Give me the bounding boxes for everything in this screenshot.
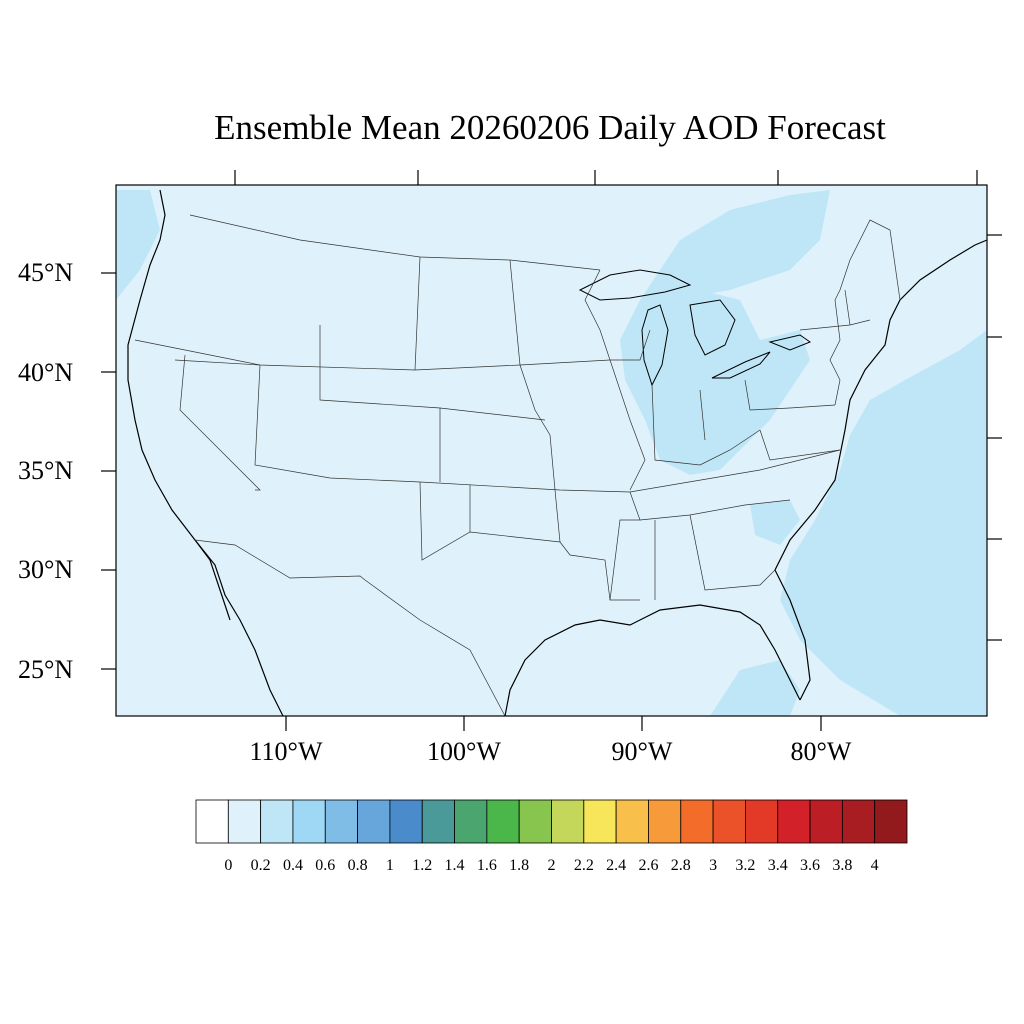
state-border xyxy=(759,429,841,461)
colorbar-tick-label: 3.4 xyxy=(767,857,788,874)
map-frame xyxy=(115,184,988,717)
state-border xyxy=(254,364,841,493)
state-border xyxy=(509,259,556,491)
lon-label-90w: 90°W xyxy=(611,737,673,766)
colorbar-tick-label: 1.8 xyxy=(509,857,530,874)
state-border xyxy=(834,219,901,341)
state-border xyxy=(689,514,776,591)
state-border xyxy=(174,359,261,366)
lake-michigan xyxy=(641,304,669,387)
state-border xyxy=(554,489,561,543)
state-border xyxy=(610,329,651,361)
colorbar-tick-label: 0.6 xyxy=(315,857,336,874)
lon-label-100w: 100°W xyxy=(427,737,501,766)
state-border xyxy=(439,407,546,421)
colorbar-tick-label: 0.4 xyxy=(282,857,303,874)
state-border xyxy=(651,384,761,466)
lat-label-45: 45°N xyxy=(18,258,74,287)
state-border xyxy=(414,256,421,371)
lake-ontario xyxy=(768,334,812,351)
lake-erie xyxy=(711,351,771,379)
state-border xyxy=(744,379,836,411)
colorbar-tick-label: 0.2 xyxy=(250,857,271,874)
aod-region-gulf xyxy=(710,660,800,716)
lon-label-110w: 110°W xyxy=(249,737,323,766)
state-border xyxy=(609,491,641,601)
aod-region-atlantic xyxy=(780,330,987,716)
colorbar-tick-label: 1.6 xyxy=(476,857,497,874)
colorbar-tick-label: 2.4 xyxy=(606,857,627,874)
state-border xyxy=(639,499,791,521)
colorbar-tick-label: 4 xyxy=(870,857,879,874)
colorbar-tick-label: 2.8 xyxy=(670,857,691,874)
state-border xyxy=(844,289,851,326)
lat-label-40: 40°N xyxy=(18,358,74,387)
coastline xyxy=(127,189,988,717)
colorbar-tick-label: 0.8 xyxy=(347,857,368,874)
colorbar-tick-label: 3 xyxy=(709,857,718,874)
state-border xyxy=(829,339,841,406)
lake-huron xyxy=(689,299,736,356)
colorbar-tick-label: 1.2 xyxy=(412,857,433,874)
colorbar-tick-label: 0 xyxy=(224,857,233,874)
colorbar-tick-label: 3.8 xyxy=(832,857,853,874)
colorbar-tick-label: 1.4 xyxy=(444,857,465,874)
aod-region-carolina xyxy=(750,500,800,545)
state-border xyxy=(179,354,261,491)
map-title: Ensemble Mean 20260206 Daily AOD Forecas… xyxy=(214,108,886,147)
colorbar-tick-label: 3.6 xyxy=(800,857,821,874)
lat-label-35: 35°N xyxy=(18,456,74,485)
colorbar-tick-label: 2 xyxy=(547,857,556,874)
state-border xyxy=(319,325,441,482)
aod-region-pacific-nw xyxy=(116,190,160,300)
lat-label-25: 25°N xyxy=(18,655,74,684)
lake-superior xyxy=(578,269,692,301)
state-border xyxy=(194,539,506,717)
lat-label-30: 30°N xyxy=(18,555,74,584)
colorbar-tick-label: 2.2 xyxy=(573,857,594,874)
lon-label-80w: 80°W xyxy=(790,737,852,766)
state-border xyxy=(699,389,706,441)
aod-region-midwest xyxy=(620,290,810,475)
colorbar-tick-label: 1 xyxy=(385,857,394,874)
colorbar-tick-label: 2.6 xyxy=(638,857,659,874)
aod-region-northeast xyxy=(640,190,830,300)
colorbar-tick-label: 3.2 xyxy=(735,857,756,874)
